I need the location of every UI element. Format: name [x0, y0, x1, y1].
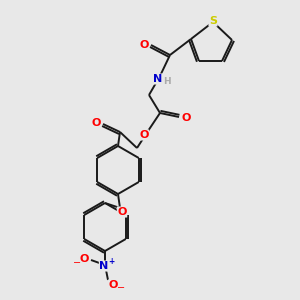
Text: +: +: [108, 256, 114, 266]
Text: O: O: [108, 280, 118, 290]
Text: −: −: [117, 283, 125, 293]
Text: H: H: [163, 76, 171, 85]
Text: S: S: [209, 16, 217, 26]
Text: O: O: [79, 254, 89, 264]
Text: N: N: [153, 74, 163, 84]
Text: O: O: [139, 40, 149, 50]
Text: −: −: [73, 258, 81, 268]
Text: O: O: [117, 207, 127, 217]
Text: O: O: [139, 130, 149, 140]
Text: O: O: [181, 113, 191, 123]
Text: N: N: [99, 261, 109, 271]
Text: O: O: [91, 118, 101, 128]
